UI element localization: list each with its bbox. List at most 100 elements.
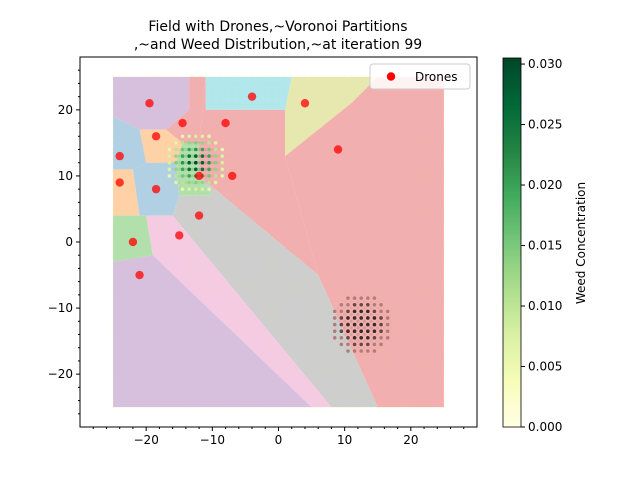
drone-point	[333, 145, 343, 154]
weed-hotspot-dot	[366, 349, 370, 353]
weed-hotspot-dot	[167, 160, 172, 165]
weed-hotspot-dot	[174, 180, 178, 185]
weed-hotspot-dot	[352, 302, 357, 307]
drone-point	[115, 178, 124, 187]
weed-hotspot-dot	[346, 302, 350, 307]
weed-hotspot-dot	[193, 167, 198, 172]
weed-hotspot-dot	[346, 296, 350, 300]
weed-hotspot-dot	[346, 342, 350, 347]
weed-hotspot-dot	[180, 154, 185, 158]
weed-hotspot-dot	[359, 349, 364, 353]
drone-point	[178, 118, 187, 128]
y-tick-label: 10	[58, 169, 73, 183]
colorbar-tick-label: 0.025	[528, 118, 562, 132]
weed-hotspot-dot	[372, 309, 377, 314]
weed-hotspot-dot	[207, 180, 211, 185]
weed-hotspot-dot	[187, 154, 191, 158]
legend-marker	[386, 72, 396, 81]
weed-hotspot-dot	[187, 167, 191, 172]
voronoi-region	[166, 76, 206, 143]
weed-hotspot-dot	[385, 336, 390, 340]
voronoi-region	[172, 175, 378, 408]
weed-hotspot-dot	[193, 141, 198, 145]
weed-hotspot-dot	[339, 302, 344, 307]
weed-hotspot-dot	[180, 180, 185, 185]
weed-hotspot-dot	[359, 309, 364, 314]
weed-hotspot-dot	[332, 322, 337, 327]
weed-hotspot-dot	[372, 296, 377, 300]
voronoi-region	[146, 215, 332, 408]
voronoi-region	[199, 76, 319, 276]
weed-hotspot-dot	[372, 316, 377, 320]
drone-point	[115, 151, 124, 161]
drone-point	[175, 231, 184, 240]
voronoi-region	[285, 76, 444, 408]
weed-hotspot-dot	[366, 322, 370, 327]
colorbar: 0.000 0.005 0.010 0.015 0.020 0.025 0.030 Weed …	[502, 57, 588, 434]
weed-hotspot-dot	[180, 167, 185, 172]
chart-title: Field with Drones,~Voronoi Partitions ,~…	[134, 19, 422, 53]
weed-hotspot-dot	[346, 349, 350, 353]
weed-hotspot-dot	[187, 134, 191, 139]
weed-hotspot-dot	[213, 147, 218, 152]
voronoi-region	[113, 255, 312, 408]
drone-point	[221, 118, 230, 128]
weed-hotspot-dot	[207, 141, 211, 145]
colorbar-label: Weed Concentration	[574, 182, 588, 304]
weed-hotspot-dot	[352, 296, 357, 300]
weed-hotspot-dot	[366, 342, 370, 347]
legend: Drones	[369, 63, 471, 90]
weed-hotspot-dot	[379, 329, 383, 333]
weed-hotspot-dot	[167, 147, 172, 152]
weed-hotspots	[167, 134, 390, 353]
weed-hotspot-dot	[352, 309, 357, 314]
weed-hotspot-dot	[200, 141, 205, 145]
weed-hotspot-dot	[366, 336, 370, 340]
drone-point	[151, 184, 161, 194]
weed-hotspot-dot	[366, 329, 370, 333]
weed-hotspot-dot	[200, 167, 205, 172]
drone-point	[227, 171, 237, 181]
weed-hotspot-dot	[339, 336, 344, 340]
weed-hotspot-dot	[379, 342, 383, 347]
weed-hotspot-dot	[346, 329, 350, 333]
drone-point	[128, 237, 138, 247]
colorbar-tick-label: 0.030	[528, 57, 562, 71]
weed-hotspot-dot	[366, 316, 370, 320]
weed-hotspot-dot	[366, 302, 370, 307]
weed-hotspot-dot	[180, 141, 185, 145]
weed-hotspot-dot	[200, 180, 205, 185]
weed-hotspot-dot	[359, 336, 364, 340]
weed-hotspot-dot	[352, 342, 357, 347]
y-tick-label: 20	[58, 103, 73, 117]
weed-hotspot-dot	[366, 309, 370, 314]
colorbar-tick-label: 0.000	[528, 420, 562, 434]
weed-hotspot-dot	[379, 309, 383, 314]
drone-point	[247, 92, 257, 101]
weed-hotspot-dot	[339, 329, 344, 333]
weed-hotspot-dot	[200, 147, 205, 152]
weed-hotspot-dot	[213, 167, 218, 172]
weed-hotspot-dot	[213, 141, 218, 145]
weed-hotspot-dot	[346, 316, 350, 320]
weed-hotspot-dot	[359, 329, 364, 333]
weed-hotspot-dot	[193, 134, 198, 139]
weed-hotspot-dot	[187, 141, 191, 145]
weed-hotspot-dot	[339, 316, 344, 320]
weed-hotspot-dot	[379, 322, 383, 327]
axes: −20 −10 0 10 20 −20 −10 0 10 20	[48, 56, 478, 447]
weed-hotspot-dot	[180, 147, 185, 152]
voronoi-region	[139, 129, 183, 163]
weed-hotspot-dot	[359, 316, 364, 320]
weed-hotspot-dot	[213, 174, 218, 178]
weed-hotspot-dot	[332, 329, 337, 333]
y-tick-label: −10	[48, 301, 73, 315]
weed-hotspot-dot	[339, 309, 344, 314]
weed-hotspot-dot	[359, 322, 364, 327]
drones-series	[115, 92, 343, 280]
plot-area	[80, 57, 477, 427]
weed-hotspot-dot	[187, 160, 191, 165]
colorbar-tick-label: 0.015	[528, 239, 562, 253]
colorbar-tick-label: 0.020	[528, 178, 562, 192]
colorbar-tick-label: 0.005	[528, 360, 562, 374]
